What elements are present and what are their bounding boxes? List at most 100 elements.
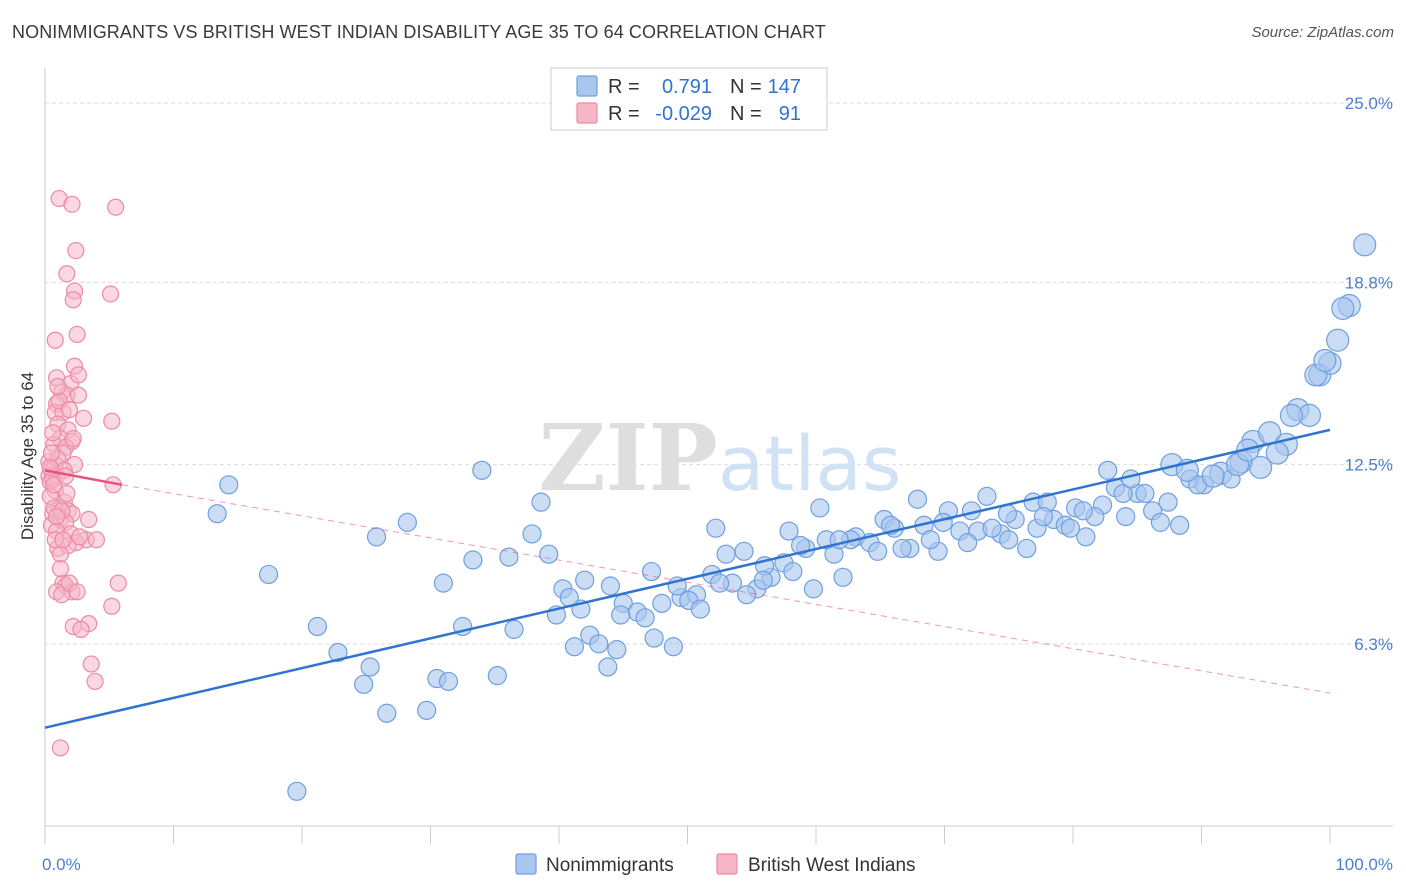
point-nonimmigrants-99 xyxy=(779,521,799,541)
point-nonimmigrants-91 xyxy=(598,657,618,677)
bottom-legend: Nonimmigrants British West Indians xyxy=(515,853,916,876)
point-nonimmigrants-25 xyxy=(652,593,672,613)
point-nonimmigrants-58 xyxy=(1076,527,1096,547)
bottom-legend-swatch-pink xyxy=(716,853,738,875)
point-nonimmigrants-11 xyxy=(463,550,483,570)
point-british-west-indians-9 xyxy=(46,331,64,349)
point-nonimmigrants-85 xyxy=(472,460,492,480)
point-nonimmigrants-125 xyxy=(1279,403,1304,428)
point-nonimmigrants-105 xyxy=(907,489,928,509)
point-nonimmigrants-120 xyxy=(1201,464,1225,488)
trend-lines xyxy=(44,428,1331,729)
legend-n-value-pink: 91 xyxy=(779,103,801,125)
point-british-west-indians-85 xyxy=(49,377,67,396)
point-british-west-indians-15 xyxy=(69,386,88,404)
point-nonimmigrants-84 xyxy=(328,642,348,663)
point-nonimmigrants-81 xyxy=(366,527,387,547)
point-nonimmigrants-50 xyxy=(977,486,997,506)
point-british-west-indians-6 xyxy=(101,285,120,303)
point-nonimmigrants-139 xyxy=(920,530,940,550)
point-nonimmigrants-134 xyxy=(716,544,736,564)
point-nonimmigrants-87 xyxy=(433,573,453,593)
trend-line-nonimmigrants xyxy=(44,428,1331,729)
series-nonimmigrants xyxy=(207,233,1377,801)
bottom-legend-label-nonimmigrants: Nonimmigrants xyxy=(546,855,674,876)
point-nonimmigrants-3 xyxy=(307,616,328,637)
point-nonimmigrants-114 xyxy=(1098,460,1118,480)
point-nonimmigrants-106 xyxy=(933,512,953,532)
point-nonimmigrants-108 xyxy=(982,518,1002,538)
point-nonimmigrants-90 xyxy=(575,570,595,590)
y-tick-label-1: 12.5% xyxy=(1345,456,1393,475)
point-nonimmigrants-53 xyxy=(1017,538,1037,559)
point-nonimmigrants-83 xyxy=(207,504,227,524)
point-nonimmigrants-127 xyxy=(1313,348,1337,373)
point-nonimmigrants-15 xyxy=(539,544,559,564)
point-nonimmigrants-37 xyxy=(810,498,830,518)
point-nonimmigrants-78 xyxy=(1326,328,1350,352)
point-british-west-indians-84 xyxy=(42,444,61,462)
point-nonimmigrants-9 xyxy=(438,671,459,692)
point-british-west-indians-67 xyxy=(44,424,62,442)
point-nonimmigrants-112 xyxy=(1060,518,1081,538)
y-axis-label: Disability Age 35 to 64 xyxy=(18,372,37,540)
point-nonimmigrants-142 xyxy=(1033,507,1054,527)
point-british-west-indians-86 xyxy=(69,366,88,384)
legend-box: R = 0.791 N = 147 R = -0.029 N = 91 xyxy=(550,67,828,131)
watermark-zip: ZIP xyxy=(538,404,717,512)
point-nonimmigrants-20 xyxy=(600,576,621,596)
watermark: ZIPatlas xyxy=(538,404,901,512)
x-tick-labels: 0.0% 100.0% xyxy=(42,855,1393,874)
point-nonimmigrants-82 xyxy=(397,512,417,532)
point-nonimmigrants-29 xyxy=(706,518,726,538)
point-nonimmigrants-95 xyxy=(690,599,710,619)
point-nonimmigrants-124 xyxy=(1265,441,1289,465)
point-british-west-indians-64 xyxy=(82,655,100,673)
trend-line-british-west-indians xyxy=(44,469,123,487)
point-british-west-indians-8 xyxy=(68,325,86,344)
grid-lines xyxy=(45,102,1393,645)
point-british-west-indians-7 xyxy=(64,291,82,309)
legend-n-value-blue: 147 xyxy=(768,76,801,98)
point-nonimmigrants-107 xyxy=(958,533,978,553)
point-nonimmigrants-92 xyxy=(644,628,664,648)
point-british-west-indians-42 xyxy=(80,510,98,529)
point-nonimmigrants-4 xyxy=(354,674,374,694)
point-british-west-indians-20 xyxy=(103,412,121,430)
y-tick-labels: 6.3% 12.5% 18.8% 25.0% xyxy=(1345,94,1393,654)
point-nonimmigrants-35 xyxy=(783,561,803,582)
point-nonimmigrants-12 xyxy=(487,666,507,686)
point-british-west-indians-49 xyxy=(87,531,106,549)
point-british-west-indians-78 xyxy=(60,401,79,419)
point-british-west-indians-80 xyxy=(58,484,76,503)
point-nonimmigrants-135 xyxy=(753,570,773,590)
point-nonimmigrants-141 xyxy=(997,504,1018,524)
source-label: Source: ZipAtlas.com xyxy=(1251,24,1394,41)
point-nonimmigrants-130 xyxy=(564,637,585,657)
point-nonimmigrants-136 xyxy=(790,535,811,556)
legend-r-label-pink: R = xyxy=(608,103,640,125)
point-nonimmigrants-39 xyxy=(833,567,853,587)
point-nonimmigrants-116 xyxy=(1135,483,1155,504)
point-nonimmigrants-96 xyxy=(710,573,730,593)
point-nonimmigrants-144 xyxy=(1121,469,1141,489)
point-nonimmigrants-104 xyxy=(892,538,912,559)
chart-title: NONIMMIGRANTS VS BRITISH WEST INDIAN DIS… xyxy=(12,22,826,42)
point-british-west-indians-3 xyxy=(67,241,85,260)
legend-n-label-pink: N = xyxy=(730,103,762,125)
point-british-west-indians-60 xyxy=(103,597,121,615)
point-nonimmigrants-128 xyxy=(1331,296,1355,321)
bottom-legend-swatch-blue xyxy=(515,853,537,875)
point-nonimmigrants-86 xyxy=(531,492,551,512)
point-british-west-indians-65 xyxy=(86,672,104,691)
point-nonimmigrants-21 xyxy=(607,640,627,660)
axes xyxy=(44,68,1393,844)
point-nonimmigrants-123 xyxy=(1249,455,1273,480)
point-nonimmigrants-103 xyxy=(868,541,888,561)
point-nonimmigrants-24 xyxy=(641,561,662,582)
point-nonimmigrants-1 xyxy=(219,475,239,495)
point-nonimmigrants-100 xyxy=(803,579,824,599)
point-british-west-indians-81 xyxy=(47,508,66,526)
point-nonimmigrants-132 xyxy=(635,608,655,628)
point-british-west-indians-1 xyxy=(63,195,81,213)
